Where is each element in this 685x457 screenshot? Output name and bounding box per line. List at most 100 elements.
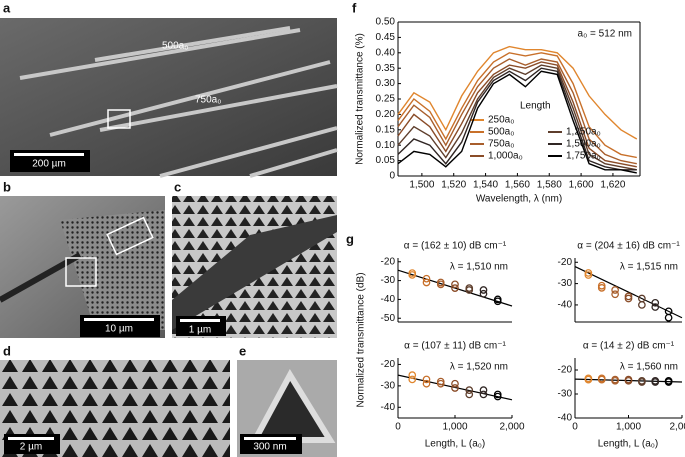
inset-box xyxy=(65,257,97,287)
y-tick-label: 0.50 xyxy=(376,17,396,28)
point xyxy=(584,375,593,384)
inset-box xyxy=(107,109,131,129)
x-tick-label: 0 xyxy=(395,422,401,433)
point xyxy=(408,375,417,384)
legend-label: 1,750a₀ xyxy=(566,151,601,162)
annotation: α = (107 ± 11) dB cm⁻¹ xyxy=(404,341,506,352)
point xyxy=(451,280,459,289)
point xyxy=(408,371,417,379)
waveguides xyxy=(19,26,338,178)
x-tick-label: 1,600 xyxy=(569,180,594,191)
series-line xyxy=(397,64,637,171)
point xyxy=(422,379,431,388)
x-tick-label: 1,500 xyxy=(409,180,434,191)
point xyxy=(584,271,593,279)
series-line xyxy=(397,70,637,174)
point xyxy=(479,289,488,298)
y-tick-label: -50 xyxy=(381,313,396,324)
y-tick-label: 0.05 xyxy=(376,155,396,166)
point xyxy=(465,386,474,394)
point xyxy=(624,376,633,385)
y-tick-label: 0.35 xyxy=(376,63,396,74)
y-tick-label: -30 xyxy=(381,380,396,391)
y-tick-label: 0.40 xyxy=(376,47,396,58)
point xyxy=(651,298,660,307)
legend-label: 1,000a₀ xyxy=(488,151,523,162)
point xyxy=(651,303,660,311)
y-tick-label: -40 xyxy=(558,300,573,311)
y-tick-label: -30 xyxy=(558,389,573,400)
y-tick-label: -20 xyxy=(558,365,573,376)
x-tick-label: 1,540 xyxy=(473,180,498,191)
x-tick-label: 1,580 xyxy=(537,180,562,191)
wavelength-label: λ = 1,520 nm xyxy=(450,362,508,373)
x-axis-label: Length, L (a₀) xyxy=(425,439,485,450)
scale-label: 10 µm xyxy=(105,324,133,335)
point xyxy=(408,271,417,279)
series-line xyxy=(397,52,637,159)
series-line xyxy=(397,58,637,165)
fit-line xyxy=(574,265,683,319)
panel-label: f xyxy=(352,0,357,15)
x-tick-label: 1,000 xyxy=(616,422,641,433)
scale-label: 1 µm xyxy=(189,325,211,336)
annotation: a₀ = 512 nm xyxy=(578,29,632,40)
point xyxy=(611,290,619,299)
legend-label: 1,500a₀ xyxy=(566,139,601,150)
y-tick-label: -40 xyxy=(381,402,396,413)
panel-label: c xyxy=(174,179,181,194)
x-axis-label: Wavelength, λ (nm) xyxy=(476,194,562,205)
x-tick-label: 1,620 xyxy=(600,180,625,191)
y-tick-label: 0.10 xyxy=(376,140,396,151)
y-tick-label: 0.45 xyxy=(376,32,396,43)
wavelength-label: λ = 1,510 nm xyxy=(450,262,508,273)
y-tick-label: -20 xyxy=(381,359,396,370)
point xyxy=(465,286,474,294)
scale-label: 200 µm xyxy=(32,159,66,170)
annotation: α = (204 ± 16) dB cm⁻¹ xyxy=(577,241,680,252)
point xyxy=(422,274,431,283)
wavelength-label: λ = 1,515 nm xyxy=(620,262,678,273)
point xyxy=(664,313,673,322)
point xyxy=(422,375,431,384)
point xyxy=(611,376,619,385)
point xyxy=(479,286,488,294)
fit-line xyxy=(574,378,683,383)
x-axis-label: Length, L (a₀) xyxy=(598,439,658,450)
y-tick-label: -20 xyxy=(381,256,396,267)
legend-label: 1,250a₀ xyxy=(566,127,601,138)
x-tick-label: 1,000 xyxy=(442,422,467,433)
point xyxy=(436,280,445,289)
waveguide xyxy=(172,215,337,330)
x-tick-label: 0 xyxy=(572,422,578,433)
panel-label: e xyxy=(239,343,246,358)
x-tick-label: 2,000 xyxy=(669,422,685,433)
point xyxy=(493,390,502,399)
inset-box xyxy=(106,216,154,256)
annotation: α = (162 ± 10) dB cm⁻¹ xyxy=(404,241,507,252)
scale-label: 2 µm xyxy=(20,442,42,453)
point xyxy=(624,294,633,303)
y-tick-label: 0.20 xyxy=(376,109,396,120)
point xyxy=(479,386,488,394)
point xyxy=(436,377,445,386)
point xyxy=(597,284,606,292)
y-tick-label: 0.25 xyxy=(376,94,396,105)
point xyxy=(493,297,502,306)
legend-label: 250a₀ xyxy=(488,115,514,126)
y-tick-label: -40 xyxy=(558,413,573,424)
point xyxy=(651,378,660,386)
annotation: 750a₀ xyxy=(195,95,221,106)
wavelength-label: λ = 1,560 nm xyxy=(620,362,678,373)
panel-label: d xyxy=(3,343,11,358)
point xyxy=(664,378,673,386)
y-tick-label: 0.15 xyxy=(376,124,396,135)
legend-label: 750a₀ xyxy=(488,139,514,150)
point xyxy=(422,278,431,287)
scale-label: 300 nm xyxy=(253,442,286,453)
point xyxy=(611,286,619,294)
y-tick-label: 0 xyxy=(389,171,395,182)
point xyxy=(638,301,646,309)
point xyxy=(493,392,502,401)
legend-label: 500a₀ xyxy=(488,127,514,138)
